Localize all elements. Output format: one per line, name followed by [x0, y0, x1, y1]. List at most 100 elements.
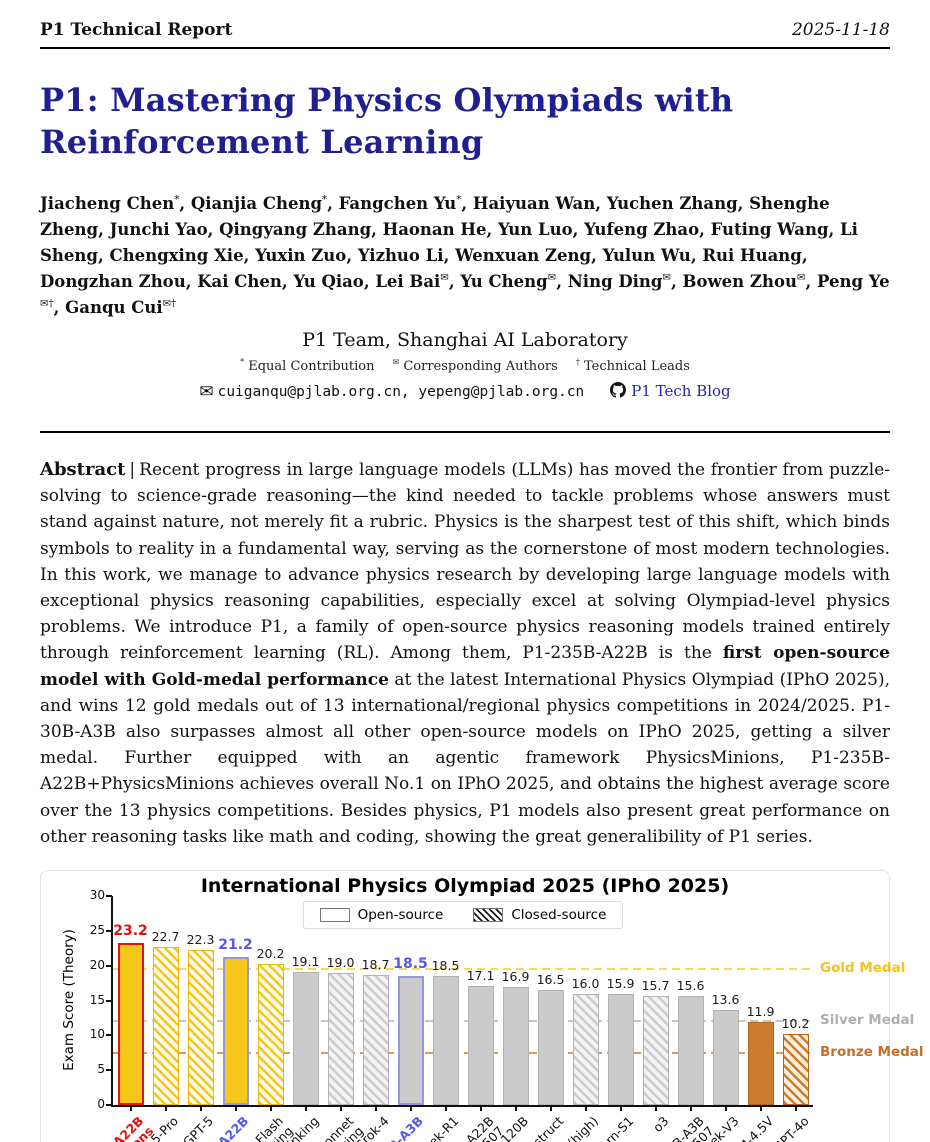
author: Yuchen Zhang: [606, 194, 738, 213]
y-tick-label: 15: [89, 992, 105, 1007]
author: Haonan He: [382, 220, 487, 239]
x-axis: [111, 1105, 813, 1108]
bar-value-label: 19.0: [326, 954, 355, 970]
y-tick: [106, 999, 112, 1002]
author: Yuxin Zuo: [255, 246, 347, 265]
paper-title: P1: Mastering Physics Olympiads with Rei…: [40, 81, 734, 161]
header-date: 2025-11-18: [791, 20, 890, 40]
x-tick-label-text: P1-235B-A22B + PhysicsMinions: [50, 1113, 157, 1142]
author: Ning Ding✉: [567, 272, 672, 291]
bar: [222, 957, 249, 1106]
y-tick-label: 10: [89, 1027, 105, 1042]
blog-link[interactable]: P1 Tech Blog: [631, 382, 731, 400]
author: Fangchen Yu*: [338, 194, 462, 213]
bar: [747, 1022, 774, 1106]
contribution-note: * Equal Contribution: [240, 357, 375, 374]
author: Yu Cheng✉: [460, 272, 557, 291]
chart-title: International Physics Olympiad 2025 (IPh…: [200, 875, 730, 898]
bar: [502, 987, 529, 1106]
x-tick: [234, 1107, 237, 1112]
x-tick-label-text: GPT-4o: [769, 1113, 812, 1142]
legend-label-open-source: Open-source: [357, 907, 444, 924]
author: Li Sheng: [40, 220, 858, 265]
bar: [152, 946, 179, 1106]
bar-value-label: 22.7: [151, 928, 180, 944]
x-tick: [794, 1107, 797, 1112]
x-tick: [304, 1107, 307, 1112]
author: Dongzhan Zhou: [40, 272, 186, 291]
contact-line: ✉ cuiganqu@pjlab.org.cn, yepeng@pjlab.org…: [40, 380, 890, 402]
author: Rui Huang: [702, 246, 802, 265]
bar-value-label: 15.9: [606, 976, 635, 992]
medal-line-bronze-medal: [113, 1052, 813, 1055]
author: Wenxuan Zeng: [455, 246, 592, 265]
y-tick-label: 5: [97, 1062, 105, 1077]
y-tick: [106, 1034, 112, 1037]
x-tick: [479, 1107, 482, 1112]
affiliation: P1 Team, Shanghai AI Laboratory: [302, 329, 628, 351]
bar: [362, 974, 389, 1106]
chart-legend: Open-source Closed-source: [302, 901, 624, 930]
page-header: P1 Technical Report 2025-11-18: [40, 0, 890, 49]
bar: [187, 949, 214, 1106]
medal-label-bronze-medal: Bronze Medal: [820, 1044, 924, 1061]
chart-legend-wrap: Open-source Closed-source: [113, 901, 813, 930]
legend-swatch-closed-source: [473, 908, 504, 923]
author: Qianjia Cheng*: [190, 194, 328, 213]
y-tick: [106, 964, 112, 967]
author: Yizhuo Li: [357, 246, 444, 265]
bar: [782, 1033, 809, 1106]
bar-value-label: 23.2: [113, 923, 148, 940]
y-tick-label: 25: [89, 922, 105, 937]
x-tick-label-text: GPT-5: [180, 1113, 217, 1142]
y-tick: [106, 1104, 112, 1107]
x-tick: [164, 1107, 167, 1112]
x-tick: [409, 1107, 412, 1112]
x-tick: [654, 1107, 657, 1112]
x-tick: [724, 1107, 727, 1112]
figure-panel: International Physics Olympiad 2025 (IPh…: [40, 870, 924, 1142]
bar: [432, 976, 459, 1106]
author: Peng Ye✉†: [40, 272, 890, 310]
bar: [607, 994, 634, 1106]
bar-value-label: 18.5: [393, 956, 428, 973]
x-tick: [759, 1107, 762, 1112]
bar-value-label: 15.6: [676, 978, 705, 994]
x-tick: [129, 1107, 132, 1112]
medal-line-gold-medal: [113, 967, 813, 970]
x-tick: [549, 1107, 552, 1112]
x-tick: [619, 1107, 622, 1112]
author: Yun Luo: [497, 220, 573, 239]
y-tick: [106, 929, 112, 932]
bar: [467, 985, 494, 1106]
author-list: Jiacheng Chen*, Qianjia Cheng*, Fangchen…: [40, 194, 890, 317]
bar: [292, 971, 319, 1106]
legend-item-closed-source: Closed-source: [473, 907, 606, 923]
y-axis: [111, 896, 113, 1108]
bar-value-label: 10.2: [781, 1015, 810, 1031]
bar: [117, 943, 144, 1106]
author: Lei Bai✉: [375, 272, 449, 291]
author: Junchi Yao: [109, 220, 208, 239]
x-tick-label-text: o3: [649, 1113, 672, 1135]
contribution-note: † Technical Leads: [575, 357, 690, 374]
bar-value-label: 18.7: [361, 956, 390, 972]
y-tick-label: 0: [97, 1097, 105, 1112]
author: Jiacheng Chen*: [40, 194, 180, 213]
legend-swatch-open-source: [319, 908, 350, 923]
bar-value-label: 20.2: [256, 946, 285, 962]
bar-value-label: 13.6: [711, 992, 740, 1008]
contact-emails: cuiganqu@pjlab.org.cn, yepeng@pjlab.org.…: [217, 384, 585, 400]
abstract: Abstract | Recent progress in large langua…: [40, 457, 890, 850]
bar: [327, 972, 354, 1106]
x-tick: [269, 1107, 272, 1112]
bar-value-label: 16.9: [501, 969, 530, 985]
legend-label-closed-source: Closed-source: [511, 907, 607, 924]
bar: [572, 993, 599, 1106]
author: Qingyang Zhang: [219, 220, 372, 239]
abstract-label: Abstract: [40, 459, 126, 480]
x-tick: [199, 1107, 202, 1112]
bar-value-label: 16.0: [571, 975, 600, 991]
contribution-note: ✉ Corresponding Authors: [392, 357, 558, 374]
